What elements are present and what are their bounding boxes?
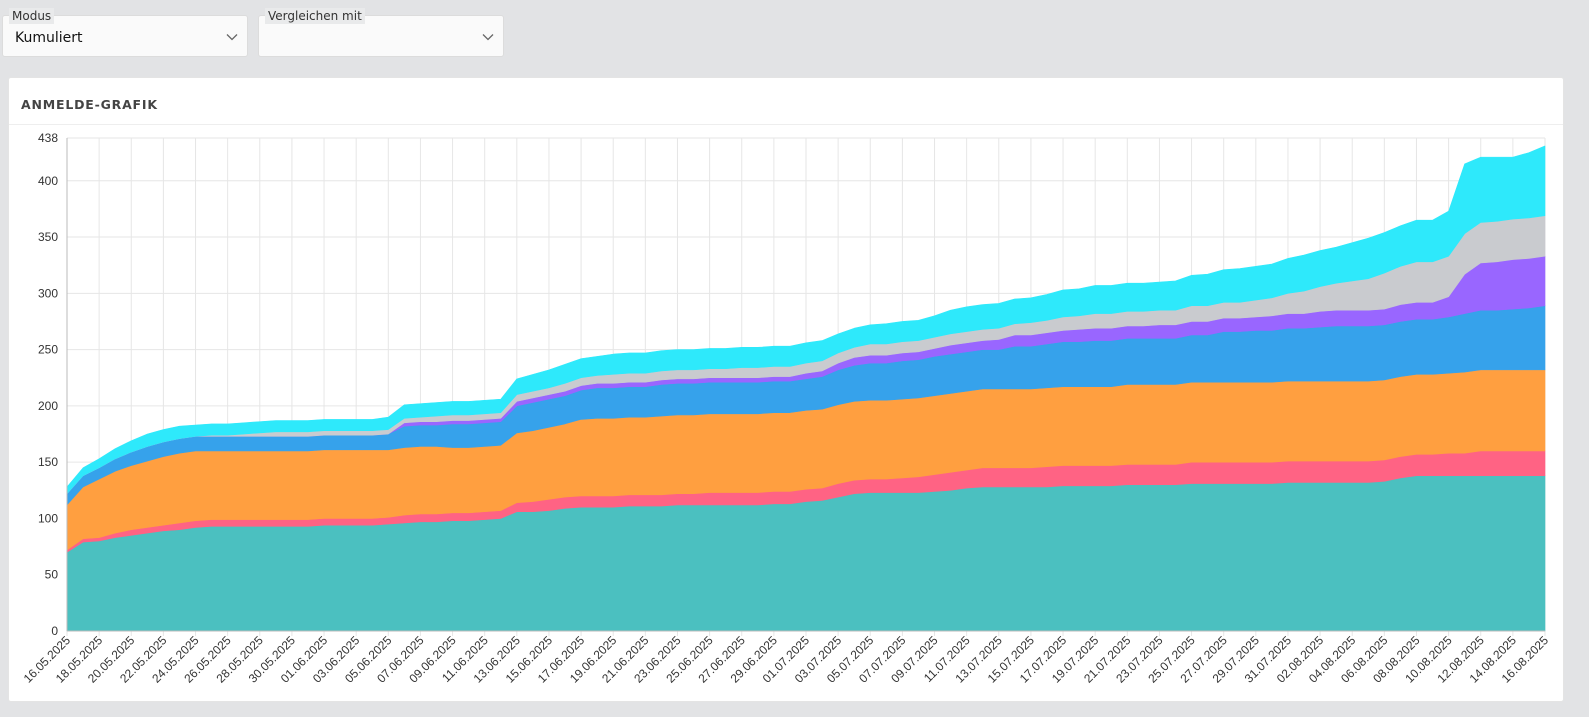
compare-select[interactable]: Vergleichen mit [258, 8, 504, 57]
y-tick-label: 350 [38, 230, 58, 244]
card-title: ANMELDE-GRAFIK [21, 97, 158, 112]
y-tick-label: 200 [38, 399, 58, 413]
y-tick-label: 0 [51, 624, 58, 638]
chevron-down-icon [226, 34, 238, 41]
mode-select[interactable]: Modus Kumuliert [2, 8, 248, 57]
card-divider [9, 124, 1563, 125]
chevron-down-icon [482, 34, 494, 41]
y-tick-label: 400 [38, 174, 58, 188]
series-area-7 [66, 145, 1546, 494]
y-tick-label: 250 [38, 343, 58, 357]
mode-select-value: Kumuliert [15, 30, 83, 46]
mode-select-label: Modus [9, 8, 55, 24]
y-tick-label: 50 [45, 568, 59, 582]
registration-chart: 05010015020025030035040043816.05.202518.… [21, 131, 1552, 686]
filter-bar: Modus Kumuliert Vergleichen mit [0, 0, 1589, 66]
y-tick-label: 438 [38, 131, 58, 145]
y-tick-label: 300 [38, 286, 58, 300]
y-tick-label: 150 [38, 455, 58, 469]
registration-chart-card: ANMELDE-GRAFIK 0 50 100 150 200 250 300 350 400 4… [8, 77, 1564, 702]
y-tick-label: 100 [38, 511, 58, 525]
compare-select-label: Vergleichen mit [265, 8, 365, 24]
